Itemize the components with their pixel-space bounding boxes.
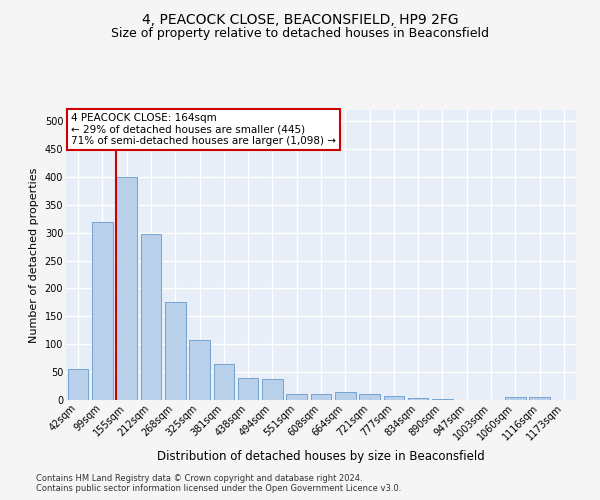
Text: 4, PEACOCK CLOSE, BEACONSFIELD, HP9 2FG: 4, PEACOCK CLOSE, BEACONSFIELD, HP9 2FG [142,12,458,26]
Text: Contains public sector information licensed under the Open Government Licence v3: Contains public sector information licen… [36,484,401,493]
Bar [529,396,550,400]
Bar [189,340,210,400]
Bar [214,364,234,400]
Bar [68,370,88,400]
Y-axis label: Number of detached properties: Number of detached properties [29,168,39,342]
Bar [165,302,185,400]
Bar [383,396,404,400]
Bar [140,234,161,400]
Bar [286,394,307,400]
Bar [262,380,283,400]
Text: 4 PEACOCK CLOSE: 164sqm
← 29% of detached houses are smaller (445)
71% of semi-d: 4 PEACOCK CLOSE: 164sqm ← 29% of detache… [71,113,336,146]
Bar [116,177,137,400]
Bar [335,392,356,400]
Bar [92,222,113,400]
Bar [432,399,453,400]
Bar [408,398,428,400]
Bar [238,378,259,400]
Text: Size of property relative to detached houses in Beaconsfield: Size of property relative to detached ho… [111,28,489,40]
X-axis label: Distribution of detached houses by size in Beaconsfield: Distribution of detached houses by size … [157,450,485,464]
Bar [505,397,526,400]
Bar [359,394,380,400]
Text: Contains HM Land Registry data © Crown copyright and database right 2024.: Contains HM Land Registry data © Crown c… [36,474,362,483]
Bar [311,394,331,400]
